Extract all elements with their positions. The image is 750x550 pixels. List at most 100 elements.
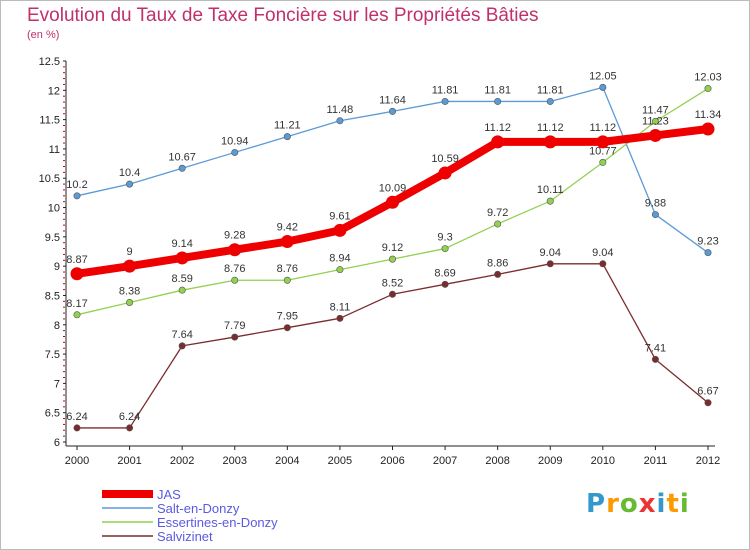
data-point xyxy=(546,260,554,268)
x-tick-label: 2008 xyxy=(485,455,509,467)
y-minor-tick xyxy=(63,242,65,244)
x-tick-label: 2007 xyxy=(433,455,457,467)
data-label: 8.17 xyxy=(66,298,87,310)
logo-letter: t xyxy=(666,489,680,519)
y-tick-label: 12.5 xyxy=(39,56,60,68)
y-tick-label: 8.5 xyxy=(45,290,60,302)
data-point xyxy=(178,286,186,294)
data-label: 11.12 xyxy=(484,122,511,134)
data-label: 9.28 xyxy=(224,230,245,242)
y-tick-label: 10.5 xyxy=(39,173,60,185)
y-tick-label: 6 xyxy=(54,437,60,449)
data-label: 10.67 xyxy=(168,151,196,163)
y-minor-tick xyxy=(63,289,65,291)
y-tick-label: 11.5 xyxy=(39,115,60,127)
y-tick-label: 9 xyxy=(54,261,60,273)
data-point xyxy=(283,276,291,284)
data-label: 11.48 xyxy=(327,104,354,116)
y-minor-tick xyxy=(63,107,65,109)
x-tick-label: 2010 xyxy=(591,455,615,467)
y-minor-tick xyxy=(63,195,65,197)
y-minor-tick xyxy=(63,283,65,285)
data-label: 11.23 xyxy=(642,115,669,127)
y-minor-tick xyxy=(63,248,65,250)
data-point xyxy=(599,260,607,268)
data-point xyxy=(599,83,607,91)
data-label: 11.81 xyxy=(484,84,511,96)
data-point xyxy=(386,195,399,209)
data-label: 8.52 xyxy=(382,277,403,289)
data-point xyxy=(546,197,554,205)
data-point xyxy=(441,97,449,105)
y-minor-tick xyxy=(63,347,65,349)
data-point xyxy=(73,311,81,319)
y-minor-tick xyxy=(63,312,65,314)
y-minor-tick xyxy=(63,330,65,332)
data-label: 11.47 xyxy=(642,104,669,116)
y-minor-tick xyxy=(63,183,65,185)
y-minor-tick xyxy=(63,142,65,144)
legend-item: Essertines-en-Donzy xyxy=(102,515,278,530)
data-point xyxy=(388,290,396,298)
data-point xyxy=(73,192,81,200)
y-minor-tick xyxy=(63,423,65,425)
x-tick-label: 2011 xyxy=(644,455,668,467)
y-minor-tick xyxy=(63,78,65,80)
data-point xyxy=(283,133,291,141)
logo-letter: i xyxy=(679,489,690,519)
legend-item: Salvizinet xyxy=(102,529,213,544)
y-minor-tick xyxy=(63,201,65,203)
data-label: 11.34 xyxy=(695,109,722,121)
x-tick-label: 2001 xyxy=(117,455,141,467)
x-tick-label: 2003 xyxy=(223,455,247,467)
y-minor-tick xyxy=(63,394,65,396)
data-label: 10.11 xyxy=(537,184,564,196)
y-tick-label: 10 xyxy=(48,203,60,215)
y-minor-tick xyxy=(63,95,65,97)
y-minor-tick xyxy=(63,365,65,367)
y-minor-tick xyxy=(63,171,65,173)
y-minor-tick xyxy=(63,318,65,320)
data-label: 11.81 xyxy=(432,84,459,96)
data-label: 8.76 xyxy=(224,263,245,275)
y-tick-label: 12 xyxy=(48,85,60,97)
data-label: 10.59 xyxy=(431,153,459,165)
data-point xyxy=(651,211,659,219)
data-label: 9.3 xyxy=(437,232,452,244)
y-minor-tick xyxy=(63,418,65,420)
data-point xyxy=(704,249,712,257)
y-tick-label: 8 xyxy=(54,320,60,332)
data-label: 8.76 xyxy=(277,263,298,275)
series-salt-en-donzy: 10.2 10.4 10.67 10.94 11.21 11.48 11.64 11.81 11… xyxy=(66,70,719,257)
data-point xyxy=(283,324,291,332)
data-label: 9 xyxy=(127,246,133,258)
data-label: 7.41 xyxy=(645,342,666,354)
data-point xyxy=(441,280,449,288)
data-label: 10.94 xyxy=(221,135,249,147)
data-point xyxy=(388,255,396,263)
x-tick-label: 2012 xyxy=(696,455,720,467)
data-label: 11.81 xyxy=(537,84,564,96)
y-minor-tick xyxy=(63,72,65,74)
logo-letter: i xyxy=(656,489,667,519)
data-point xyxy=(704,399,712,407)
y-minor-tick xyxy=(63,300,65,302)
data-label: 7.79 xyxy=(224,320,245,332)
data-label: 8.86 xyxy=(487,257,508,269)
data-point xyxy=(126,180,134,188)
y-minor-tick xyxy=(63,341,65,343)
data-label: 8.87 xyxy=(66,254,87,266)
x-tick-label: 2006 xyxy=(380,455,404,467)
y-minor-tick xyxy=(63,253,65,255)
data-label: 10.77 xyxy=(589,145,617,157)
y-minor-tick xyxy=(63,371,65,373)
data-point xyxy=(336,314,344,322)
logo-letter: o xyxy=(619,489,639,519)
data-label: 9.12 xyxy=(382,242,403,254)
data-point xyxy=(333,223,347,237)
data-label: 8.59 xyxy=(171,273,192,285)
series-salvizinet: 6.24 6.24 7.64 7.79 7.95 8.11 8.52 8.69 8.86 9.04… xyxy=(66,247,719,432)
data-point xyxy=(701,122,715,136)
